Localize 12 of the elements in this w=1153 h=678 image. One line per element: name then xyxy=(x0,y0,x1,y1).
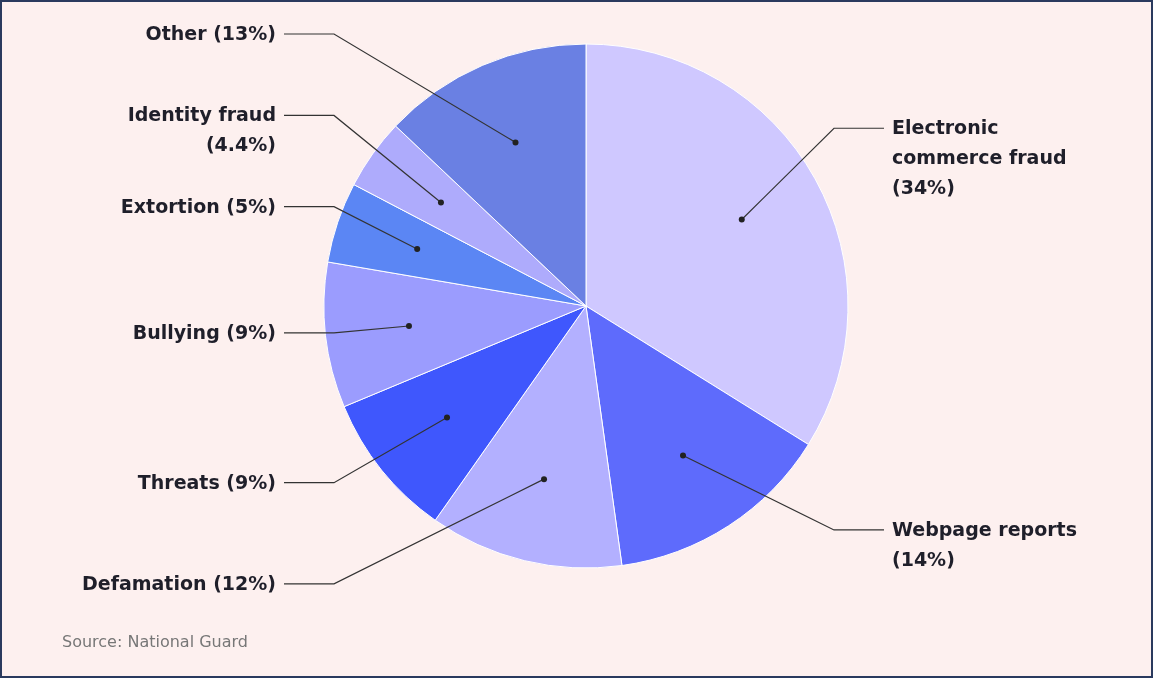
slice-label: Identity fraud xyxy=(127,103,276,126)
source-note: Source: National Guard xyxy=(62,632,248,651)
slice-label: Extortion (5%) xyxy=(120,194,276,217)
data-label: (34%) xyxy=(892,176,955,199)
slice-label: Electronic commerce fraud xyxy=(892,116,1067,169)
slice-label: Webpage reports xyxy=(892,517,1077,540)
slice-label: Bullying (9%) xyxy=(132,320,276,343)
slice-label: Threats (9%) xyxy=(137,470,276,493)
data-label: (14%) xyxy=(892,547,955,570)
slice-label: Defamation (12%) xyxy=(82,571,276,594)
data-label: (4.4%) xyxy=(205,133,276,156)
slice-label: Other (13%) xyxy=(145,22,276,44)
